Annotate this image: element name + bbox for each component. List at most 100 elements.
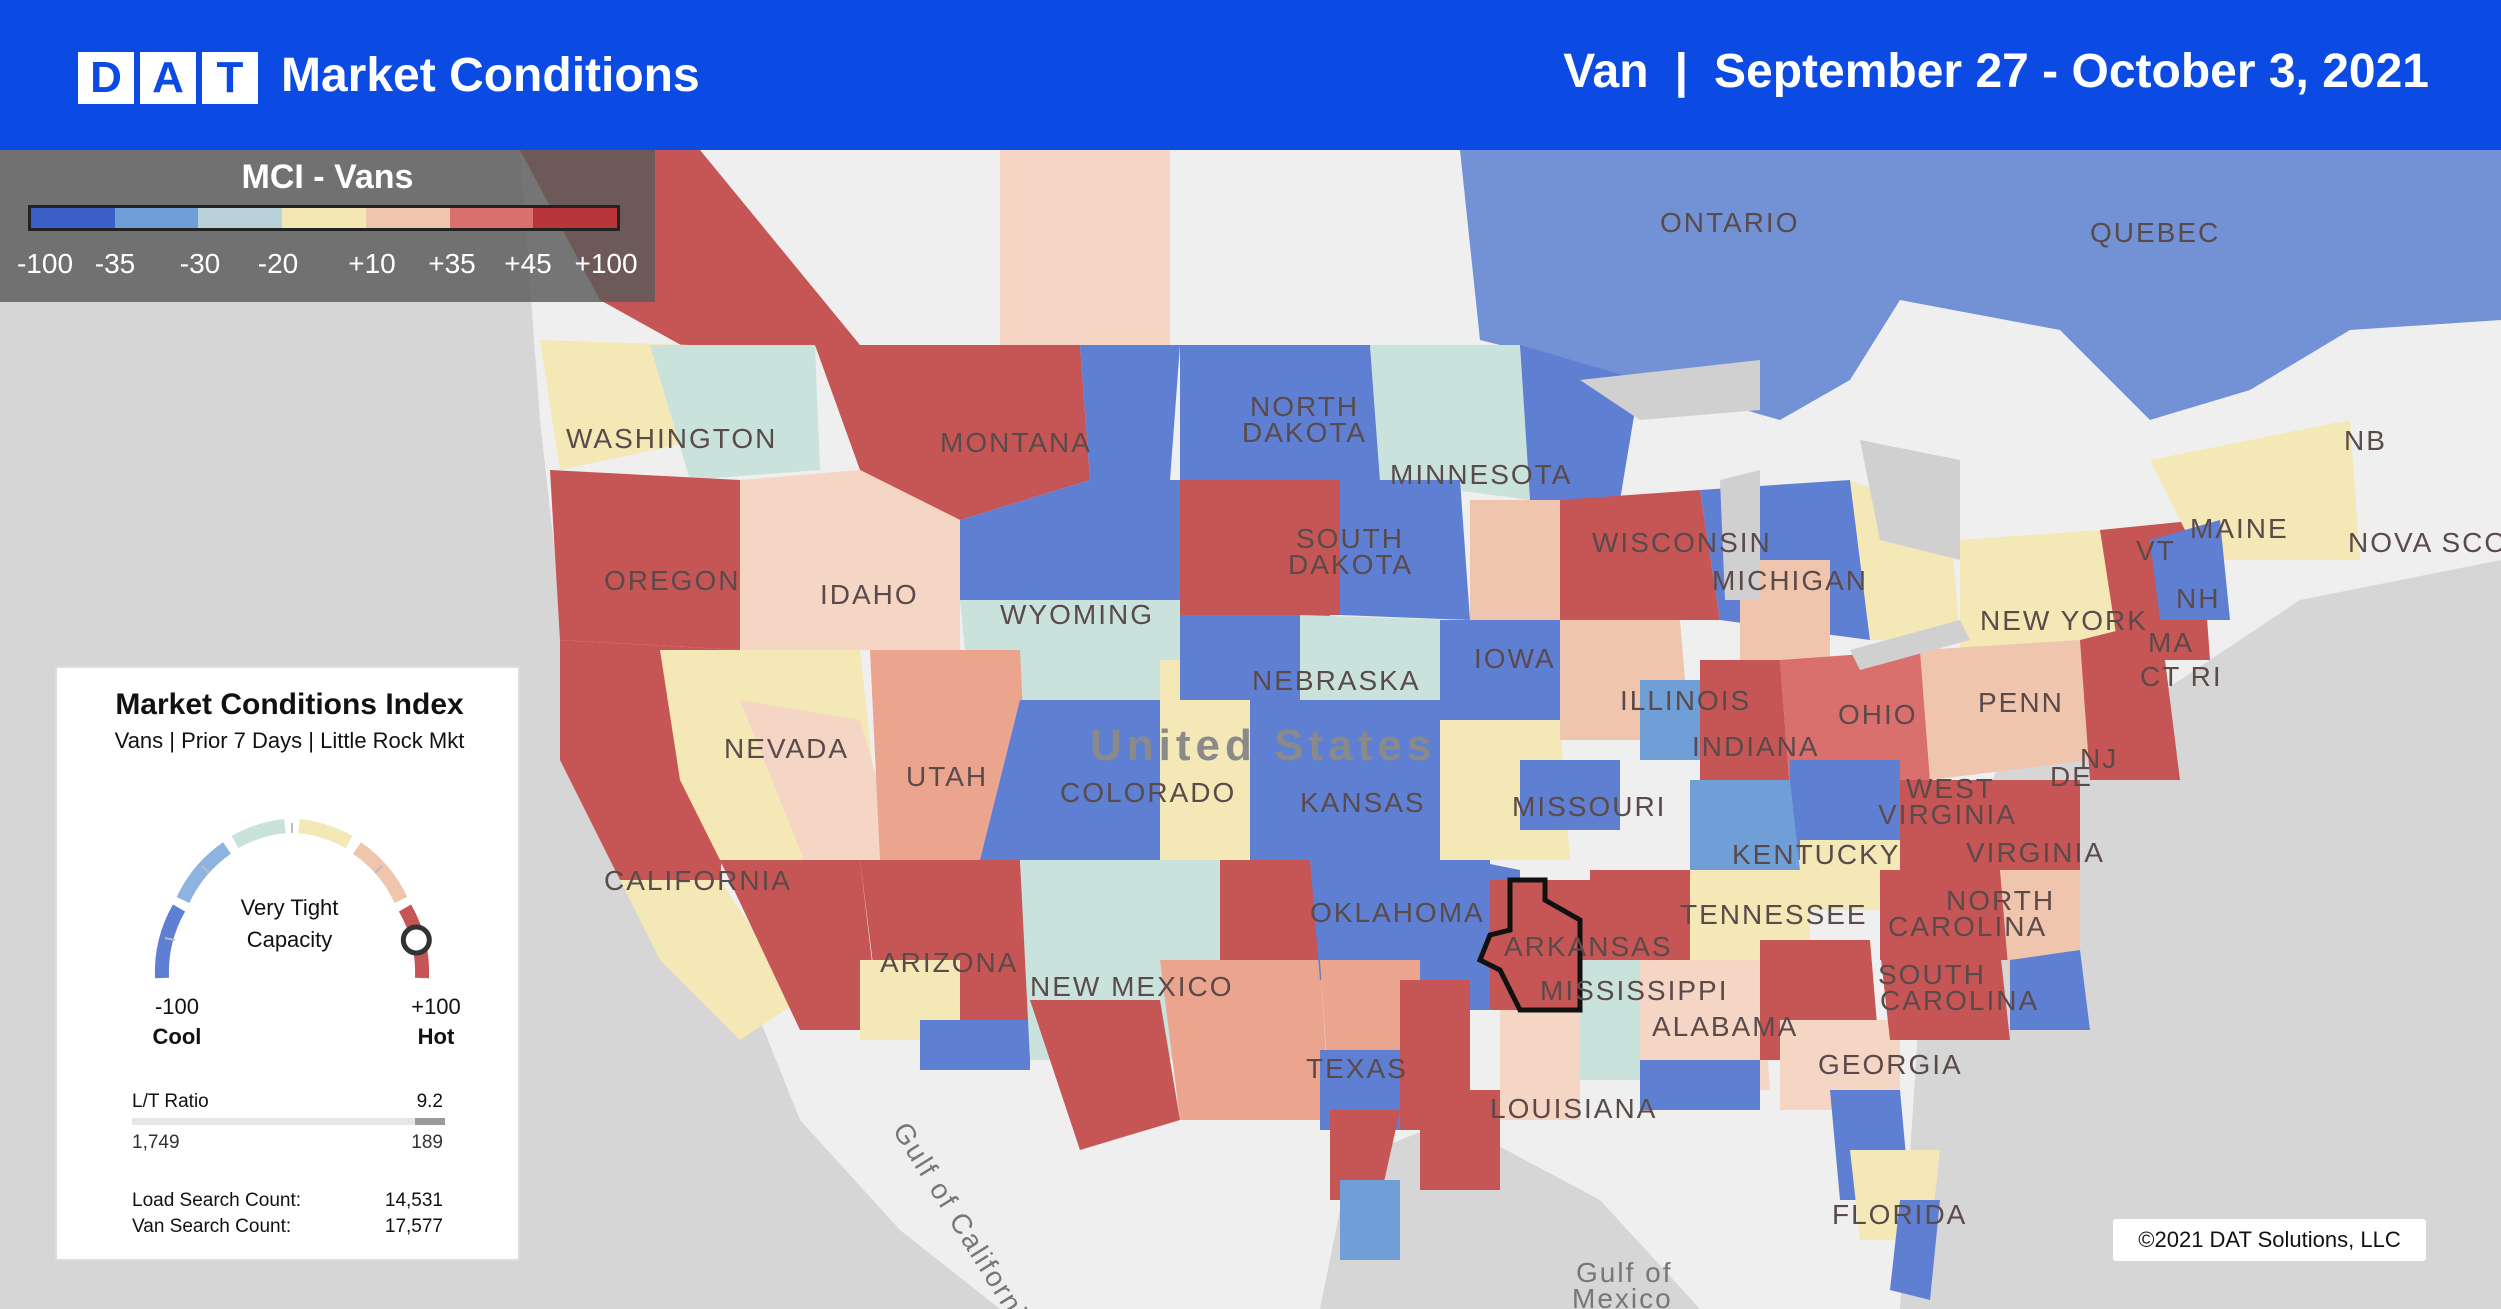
label-nh: NH [2176, 583, 2220, 614]
region-wa-e[interactable] [650, 345, 820, 480]
label-texas: TEXAS [1306, 1053, 1408, 1084]
legend-tick: -100 [16, 248, 74, 279]
label-oklahoma: OKLAHOMA [1310, 897, 1485, 928]
region-ca-s[interactable] [620, 880, 800, 1040]
region-south-dakota[interactable] [1180, 480, 1340, 615]
label-wyoming: WYOMING [1000, 599, 1154, 630]
region-nj-de[interactable] [2080, 620, 2180, 780]
label-north-dakota-2: DAKOTA [1242, 417, 1367, 448]
region-tx-panhandle[interactable] [1220, 860, 1320, 960]
region-alabama[interactable] [1640, 960, 1770, 1090]
legend-swatch [449, 208, 534, 228]
region-michigan[interactable] [1740, 560, 1830, 680]
label-california: CALIFORNIA [604, 865, 792, 896]
lake-erie [1850, 620, 1970, 670]
region-tx-valley[interactable] [1340, 1180, 1400, 1260]
region-gulf-coast[interactable] [1640, 1060, 1760, 1110]
selected-market-little-rock[interactable] [1476, 877, 1583, 1013]
van-search-value: 17,577 [384, 1216, 443, 1237]
region-south-carolina[interactable] [1880, 950, 2010, 1040]
label-tennessee: TENNESSEE [1680, 899, 1868, 930]
region-west-virginia[interactable] [1790, 760, 1900, 860]
label-nj: NJ [2080, 743, 2118, 774]
region-louisiana[interactable] [1500, 1000, 1580, 1120]
region-georgia[interactable] [1780, 1020, 1900, 1110]
region-sd-e[interactable] [1340, 480, 1470, 620]
region-wyoming-n[interactable] [960, 480, 1180, 600]
region-new-york[interactable] [1960, 530, 2120, 660]
region-tennessee[interactable] [1690, 870, 1810, 960]
region-virginia[interactable] [1900, 780, 2080, 870]
region-montana[interactable] [815, 345, 1090, 520]
region-wisconsin[interactable] [1560, 490, 1720, 620]
region-penn[interactable] [1920, 640, 2090, 780]
lt-ratio-bar [132, 1118, 445, 1125]
region-fl-s[interactable] [1890, 1200, 1940, 1300]
label-united-states: United States [1090, 721, 1436, 770]
region-kentucky-w[interactable] [1690, 780, 1800, 870]
label-nebraska: NEBRASKA [1252, 665, 1421, 696]
region-iowa[interactable] [1440, 620, 1560, 720]
gauge-min-label: Cool [152, 1024, 202, 1049]
region-ohio[interactable] [1780, 650, 1930, 790]
region-kentucky[interactable] [1800, 840, 1900, 910]
label-kentucky: KENTUCKY [1732, 839, 1900, 870]
lake-superior [1580, 360, 1760, 420]
region-nevada-s[interactable] [740, 700, 900, 900]
lt-ratio-fill [415, 1118, 445, 1125]
region-nc-coast[interactable] [2010, 950, 2090, 1030]
label-iowa: IOWA [1474, 643, 1556, 674]
label-alabama: ALABAMA [1652, 1011, 1798, 1042]
legend-swatch [114, 208, 199, 228]
region-utah[interactable] [870, 650, 1030, 860]
region-tx-s[interactable] [1330, 1110, 1400, 1200]
label-minnesota: MINNESOTA [1390, 459, 1572, 490]
map-canvas[interactable]: ONTARIO QUEBEC NB NOVA SCO WASHINGTON MO… [0, 150, 2501, 1309]
capacity-line: Very Tight [240, 895, 339, 920]
region-north-carolina[interactable] [1880, 870, 2010, 960]
region-mt-e[interactable] [1080, 345, 1180, 480]
region-minnesota-n[interactable] [1370, 345, 1530, 500]
region-vt-nh[interactable] [2150, 520, 2230, 620]
legend-swatch [282, 208, 366, 228]
region-il-s[interactable] [1640, 680, 1700, 760]
region-mn-s[interactable] [1470, 500, 1560, 620]
region-sask[interactable] [1000, 150, 1170, 345]
label-louisiana: LOUISIANA [1490, 1093, 1657, 1124]
label-south-dakota-1: SOUTH [1296, 523, 1404, 554]
label-west-virginia-2: VIRGINIA [1878, 799, 2017, 830]
label-kansas: KANSAS [1300, 787, 1426, 818]
label-virginia: VIRGINIA [1966, 837, 2105, 868]
label-montana: MONTANA [940, 427, 1092, 458]
region-kansas[interactable] [1250, 700, 1440, 860]
region-indiana[interactable] [1700, 660, 1790, 790]
dat-logo: D A T [78, 52, 258, 104]
mci-panel: Market Conditions Index Vans | Prior 7 D… [55, 666, 520, 1261]
region-north-dakota[interactable] [1180, 345, 1380, 480]
region-nm-s[interactable] [1030, 1000, 1180, 1150]
market-map[interactable]: ONTARIO QUEBEC NB NOVA SCO WASHINGTON MO… [0, 150, 2501, 1309]
region-texas-w[interactable] [1160, 960, 1330, 1120]
capacity-status: Very Tight Capacity [57, 892, 522, 956]
load-count: 1,749 [132, 1132, 180, 1153]
region-idaho[interactable] [740, 470, 960, 650]
region-socal[interactable] [720, 860, 880, 1030]
label-new-york: NEW YORK [1980, 605, 2148, 636]
label-penn: PENN [1978, 687, 2064, 718]
region-colorado-e[interactable] [1160, 660, 1260, 860]
region-missouri[interactable] [1520, 760, 1620, 830]
label-gulf-of-mexico-1: Gulf of [1576, 1257, 1672, 1288]
region-colorado-w[interactable] [980, 700, 1160, 860]
header-bar: D A T Market Conditions Van | September … [0, 0, 2501, 150]
region-houston[interactable] [1420, 1090, 1500, 1190]
region-oregon[interactable] [550, 470, 740, 650]
label-south-carolina-2: CAROLINA [1880, 985, 2039, 1016]
label-maine: MAINE [2190, 513, 2289, 544]
region-canada[interactable] [700, 150, 2501, 420]
region-tennessee-w[interactable] [1590, 870, 1690, 960]
gauge-max-value: +100 [411, 994, 461, 1019]
region-az-se[interactable] [920, 1020, 1030, 1070]
header-info: Van | September 27 - October 3, 2021 [1563, 44, 2429, 99]
region-ne-w[interactable] [1180, 615, 1330, 700]
region-oklahoma[interactable] [1310, 860, 1490, 980]
